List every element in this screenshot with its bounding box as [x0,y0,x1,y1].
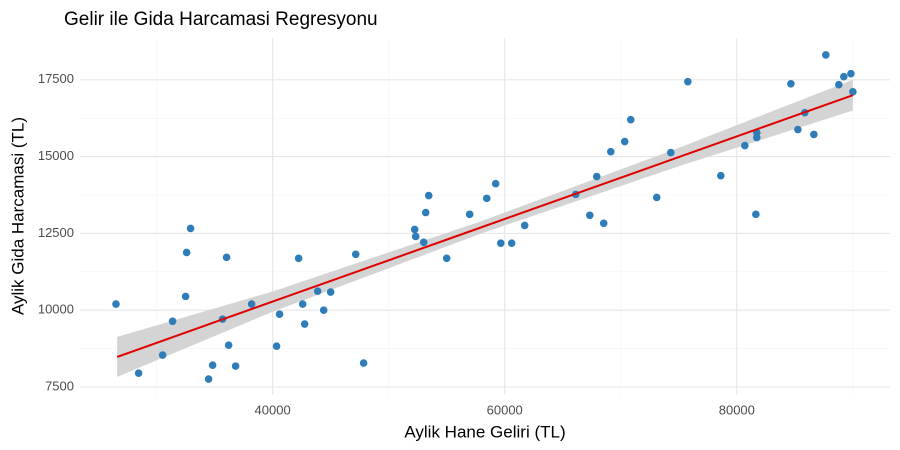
point [224,341,233,350]
point [666,148,675,157]
y-tick-label: 7500 [45,378,74,393]
y-tick-label: 10000 [38,302,74,317]
point [585,211,594,220]
point [158,351,167,359]
x-tick-label: 80000 [719,402,755,417]
point [300,320,309,328]
chart-title: Gelir ile Gida Harcamasi Regresyonu [64,9,378,30]
point [275,310,284,318]
point [626,115,635,124]
point [419,238,428,247]
point [181,292,190,301]
point [822,51,830,59]
point [298,300,307,308]
confidence-band [117,79,853,377]
point [835,80,843,89]
point [247,300,256,308]
point [326,288,335,296]
point [411,232,420,241]
point [507,239,516,248]
regression-line [116,94,854,358]
point [359,359,368,367]
point [840,72,848,81]
point [606,147,615,156]
point [465,210,474,219]
point [231,362,240,370]
point [186,224,195,233]
point [112,300,120,308]
point [794,125,802,134]
point [294,254,303,263]
x-tick-label: 40000 [255,402,291,417]
point [787,79,795,88]
y-tick-label: 12500 [38,225,74,240]
point [684,77,692,86]
point [741,141,749,150]
point [592,172,601,181]
x-axis-title: Aylik Hane Geliri (TL) [404,422,565,441]
point [717,171,725,180]
x-tick-label: 60000 [487,402,523,417]
point [319,306,328,315]
point [410,225,419,234]
point [520,221,529,230]
point [222,253,231,262]
point [752,210,760,219]
point [620,137,629,146]
point [313,287,322,295]
point [496,239,505,248]
point [421,208,430,217]
y-tick-label: 15000 [38,148,74,163]
point [134,369,143,377]
y-tick-label: 17500 [38,71,74,86]
point [847,69,855,78]
point [810,130,818,139]
point [424,191,433,200]
point [652,193,661,202]
point [272,342,281,350]
point [442,254,451,263]
point [491,179,500,188]
y-axis-title: Aylik Gida Harcamasi (TL) [8,117,27,315]
point [168,317,177,326]
point [182,248,191,257]
point [208,361,217,369]
point [482,194,491,203]
point [849,87,857,96]
point [204,375,213,383]
point [351,250,360,259]
point [599,219,608,228]
